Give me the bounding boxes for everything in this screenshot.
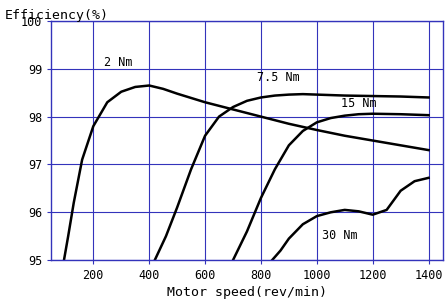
- Text: 30 Nm: 30 Nm: [322, 229, 358, 242]
- Text: 7.5 Nm: 7.5 Nm: [257, 71, 299, 84]
- Text: 2 Nm: 2 Nm: [105, 57, 133, 69]
- Text: 15 Nm: 15 Nm: [341, 97, 376, 110]
- Text: Efficiency(%): Efficiency(%): [4, 9, 109, 22]
- X-axis label: Motor speed(rev/min): Motor speed(rev/min): [167, 286, 327, 299]
